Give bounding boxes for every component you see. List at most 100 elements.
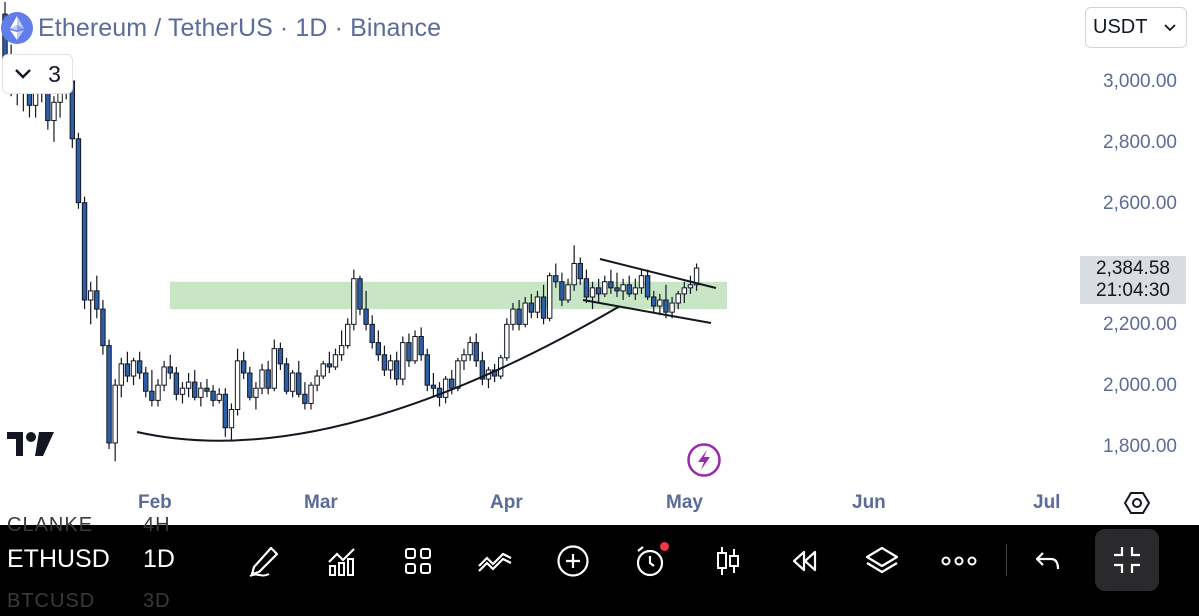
candle-up[interactable] xyxy=(338,345,345,356)
candle-down[interactable] xyxy=(204,387,210,392)
candle-down[interactable] xyxy=(167,366,173,374)
more-button[interactable] xyxy=(939,541,979,581)
candle-down[interactable] xyxy=(595,287,602,295)
candle-down[interactable] xyxy=(406,342,412,362)
flash-icon[interactable] xyxy=(686,442,722,478)
candle-up[interactable] xyxy=(522,302,528,325)
fullscreen-exit-button[interactable] xyxy=(1095,529,1159,591)
candle-down[interactable] xyxy=(149,390,155,401)
candle-up[interactable] xyxy=(308,384,314,404)
candle-down[interactable] xyxy=(608,281,614,289)
candle-up[interactable] xyxy=(504,323,510,359)
candle-up[interactable] xyxy=(400,342,406,380)
candle-down[interactable] xyxy=(540,296,547,319)
candle-up[interactable] xyxy=(51,101,57,122)
candle-down[interactable] xyxy=(577,263,583,280)
candle-down[interactable] xyxy=(210,390,216,401)
candle-up[interactable] xyxy=(179,387,186,395)
indicators-button[interactable] xyxy=(322,541,362,581)
candle-up[interactable] xyxy=(259,369,265,389)
candle-up[interactable] xyxy=(216,393,222,401)
objects-tree-button[interactable] xyxy=(862,541,902,581)
layouts-button[interactable] xyxy=(398,541,438,581)
candle-up[interactable] xyxy=(693,267,700,286)
candle-down[interactable] xyxy=(479,360,486,380)
candle-up[interactable] xyxy=(118,363,124,386)
candle-down[interactable] xyxy=(449,378,455,389)
candle-up[interactable] xyxy=(632,287,639,295)
candle-down[interactable] xyxy=(357,278,363,310)
candle-down[interactable] xyxy=(173,372,180,395)
candle-down[interactable] xyxy=(473,342,479,362)
candle-down[interactable] xyxy=(302,393,308,404)
candle-down[interactable] xyxy=(94,290,100,310)
candle-down[interactable] xyxy=(626,284,632,295)
candle-up[interactable] xyxy=(657,299,663,307)
indicators-collapse-button[interactable]: 3 xyxy=(2,54,73,94)
candle-up[interactable] xyxy=(253,387,259,398)
candle-down[interactable] xyxy=(381,354,388,371)
candle-down[interactable] xyxy=(418,336,424,356)
candle-up[interactable] xyxy=(271,348,277,389)
add-button[interactable] xyxy=(553,541,593,581)
candle-down[interactable] xyxy=(277,348,284,365)
chart-title[interactable]: Ethereum / TetherUS · 1D · Binance xyxy=(38,13,442,42)
candle-up[interactable] xyxy=(198,387,204,398)
candle-up[interactable] xyxy=(351,278,357,325)
candle-down[interactable] xyxy=(326,363,333,368)
candle-up[interactable] xyxy=(461,354,467,362)
candle-down[interactable] xyxy=(644,275,651,298)
interval-picker[interactable]: 1D xyxy=(143,545,175,573)
candle-down[interactable] xyxy=(247,372,253,398)
candle-up[interactable] xyxy=(314,375,320,386)
candle-up[interactable] xyxy=(320,363,326,377)
candle-up[interactable] xyxy=(565,284,571,301)
candle-down[interactable] xyxy=(296,372,302,395)
candle-up[interactable] xyxy=(620,284,626,292)
candle-down[interactable] xyxy=(430,384,437,389)
candle-down[interactable] xyxy=(81,202,88,301)
candle-up[interactable] xyxy=(467,342,473,356)
drawing-tool-button[interactable] xyxy=(244,541,284,581)
candle-down[interactable] xyxy=(369,323,375,344)
candle-down[interactable] xyxy=(45,92,51,122)
candle-down[interactable] xyxy=(222,393,229,429)
candle-down[interactable] xyxy=(424,354,430,386)
candle-down[interactable] xyxy=(375,342,382,356)
candle-up[interactable] xyxy=(510,308,516,325)
candle-down[interactable] xyxy=(100,308,106,347)
candle-up[interactable] xyxy=(602,281,608,295)
currency-select[interactable]: USDT xyxy=(1085,7,1187,48)
candle-down[interactable] xyxy=(192,381,198,398)
candle-down[interactable] xyxy=(583,278,590,298)
candle-up[interactable] xyxy=(130,360,137,377)
candle-down[interactable] xyxy=(143,372,149,392)
candle-down[interactable] xyxy=(614,287,620,292)
candle-down[interactable] xyxy=(559,281,565,301)
candle-up[interactable] xyxy=(687,284,694,289)
replay-button[interactable] xyxy=(784,541,824,581)
candle-up[interactable] xyxy=(675,293,681,304)
candle-down[interactable] xyxy=(663,299,669,313)
candle-up[interactable] xyxy=(185,381,192,389)
candle-down[interactable] xyxy=(26,92,33,106)
candle-up[interactable] xyxy=(161,366,167,386)
candle-up[interactable] xyxy=(412,336,418,362)
candle-down[interactable] xyxy=(283,363,290,392)
candle-up[interactable] xyxy=(455,360,461,389)
candle-down[interactable] xyxy=(553,275,559,283)
candle-down[interactable] xyxy=(393,360,400,380)
candle-up[interactable] xyxy=(669,302,675,313)
price-chart[interactable] xyxy=(0,0,1199,525)
chart-type-button[interactable] xyxy=(708,541,748,581)
candle-down[interactable] xyxy=(265,369,271,389)
candle-up[interactable] xyxy=(681,287,688,295)
candle-up[interactable] xyxy=(638,275,645,289)
candle-down[interactable] xyxy=(363,308,369,325)
candle-up[interactable] xyxy=(345,323,351,347)
undo-button[interactable] xyxy=(1028,541,1068,581)
candle-up[interactable] xyxy=(571,263,577,286)
compare-button[interactable] xyxy=(475,541,515,581)
candle-up[interactable] xyxy=(387,360,394,371)
candle-up[interactable] xyxy=(589,287,596,298)
